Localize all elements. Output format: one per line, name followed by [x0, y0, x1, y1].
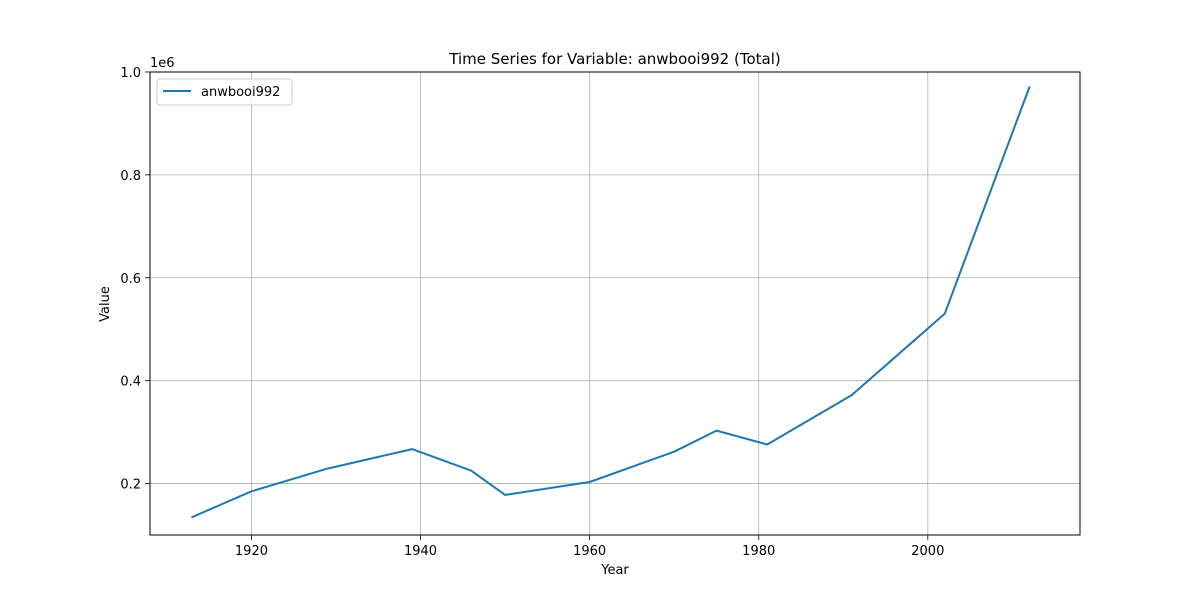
data-point — [1028, 86, 1030, 88]
data-point — [250, 490, 252, 492]
legend-box — [156, 78, 293, 106]
data-point — [944, 313, 946, 315]
data-point — [470, 470, 472, 472]
data-point — [766, 443, 768, 445]
x-tick-label: 1920 — [235, 544, 268, 559]
x-tick-label: 1960 — [573, 544, 606, 559]
y-tick-label: 1.0 — [120, 66, 141, 81]
y-axis-title: Value — [98, 286, 113, 322]
x-axis-title: Year — [600, 563, 629, 578]
y-tick-label: 0.4 — [120, 375, 141, 390]
x-tick-label: 1980 — [742, 544, 775, 559]
y-tick-label: 0.8 — [120, 169, 141, 184]
data-point — [504, 494, 506, 496]
legend-label-anwbooi992: anwbooi992 — [201, 85, 280, 100]
plot-frame — [149, 71, 1081, 536]
chart-title: Time Series for Variable: anwbooi992 (To… — [448, 50, 780, 68]
data-point — [673, 451, 675, 453]
data-point — [411, 448, 413, 450]
series-line-anwbooi992 — [190, 86, 1031, 519]
data-point — [327, 468, 329, 470]
data-point — [191, 516, 193, 518]
ticks: 1920 1940 1960 1980 2000 0.2 0.4 0.6 0.8 1.0 — [120, 66, 944, 559]
legend: anwbooi992 — [156, 78, 293, 106]
x-tick-label: 1940 — [404, 544, 437, 559]
data-point — [589, 481, 591, 483]
data-point — [715, 430, 717, 432]
series-layer — [190, 86, 1031, 519]
y-axis-offset-label: 1e6 — [150, 56, 175, 71]
y-tick-label: 0.6 — [120, 272, 141, 287]
x-tick-label: 2000 — [911, 544, 944, 559]
y-tick-label: 0.2 — [120, 478, 141, 493]
data-point — [851, 394, 853, 396]
